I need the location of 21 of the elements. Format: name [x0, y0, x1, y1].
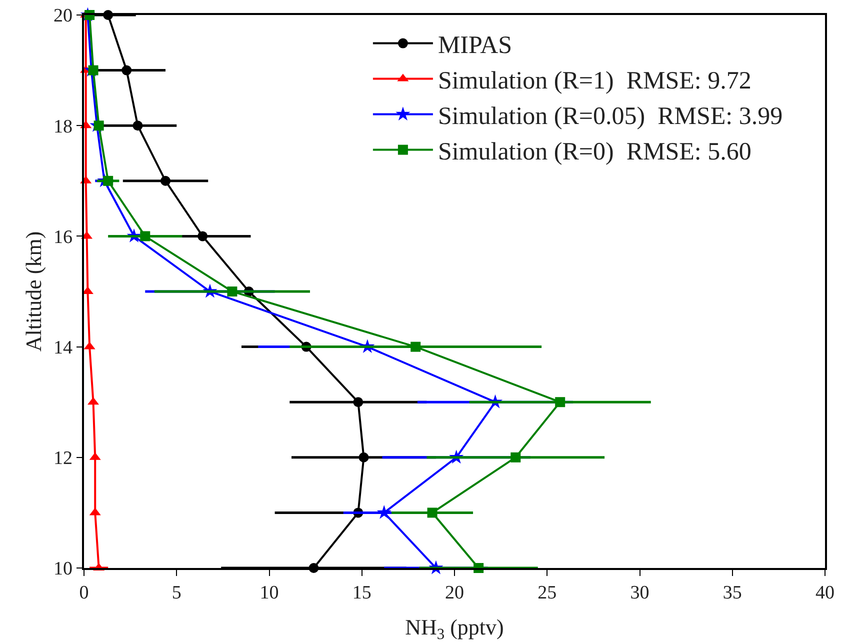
x-tick-label: 25 — [538, 582, 557, 604]
x-tick-label: 30 — [630, 582, 650, 604]
x-tick-label: 40 — [816, 582, 834, 604]
y-tick-label: 12 — [53, 448, 72, 470]
legend-label: Simulation (R=1) RMSE: 9.72 — [438, 68, 752, 95]
x-tick-label: 35 — [722, 582, 742, 604]
x-tick-label: 5 — [172, 582, 182, 604]
y-tick-label: 20 — [53, 6, 72, 27]
y-tick-label: 14 — [53, 337, 73, 358]
x-tick-label: 20 — [445, 582, 464, 604]
y-axis-title: Altitude (km) — [20, 231, 46, 352]
legend-label: MIPAS — [438, 32, 512, 60]
x-tick-label: 15 — [352, 582, 372, 604]
y-tick-label: 18 — [53, 116, 72, 138]
legend-label: Simulation (R=0) RMSE: 5.60 — [438, 138, 752, 166]
x-tick-label: 0 — [79, 582, 89, 604]
y-tick-label: 10 — [53, 558, 72, 580]
legend-label: Simulation (R=0.05) RMSE: 3.99 — [438, 103, 783, 130]
y-tick-label: 16 — [53, 226, 72, 248]
x-axis-title: NH$_{3}$ (pptv) — [405, 614, 504, 643]
x-tick-label: 10 — [260, 582, 279, 604]
